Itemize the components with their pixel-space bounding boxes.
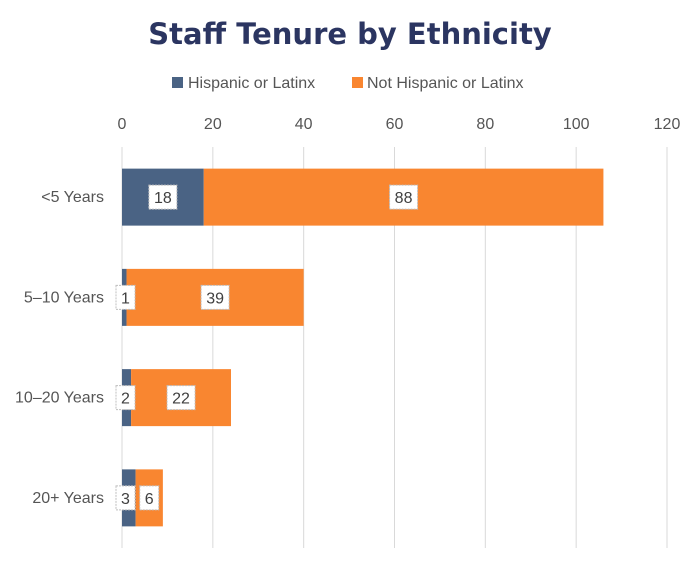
data-label-box bbox=[148, 184, 178, 210]
data-label-text: 2 bbox=[121, 391, 130, 408]
x-tick-label: 80 bbox=[476, 116, 494, 133]
x-tick-label: 100 bbox=[563, 116, 590, 133]
legend-label-not-hispanic: Not Hispanic or Latinx bbox=[367, 75, 524, 92]
data-label-not-hispanic-or-latinx-10-20-years: 22 bbox=[166, 385, 196, 411]
x-tick-label: 60 bbox=[386, 116, 404, 133]
data-label-text: 6 bbox=[145, 491, 154, 508]
legend-swatch-not-hispanic bbox=[352, 77, 363, 88]
category-label: 20+ Years bbox=[32, 490, 104, 507]
x-tick-label: 40 bbox=[295, 116, 313, 133]
x-tick-label: 120 bbox=[654, 116, 681, 133]
data-label-text: 22 bbox=[172, 391, 190, 408]
data-label-box bbox=[389, 184, 419, 210]
x-tick-label: 0 bbox=[118, 116, 127, 133]
x-axis-ticks: 0 20 40 60 80 100 120 bbox=[118, 116, 681, 133]
category-label: 5–10 Years bbox=[24, 289, 104, 306]
data-label-text: 3 bbox=[121, 491, 130, 508]
category-label: <5 Years bbox=[41, 189, 104, 206]
category-label: 10–20 Years bbox=[15, 390, 104, 407]
data-label-hispanic-or-latinx-5-10-years: 1 bbox=[115, 284, 136, 310]
data-label-text: 39 bbox=[206, 290, 224, 307]
category-labels: <5 Years 5–10 Years 10–20 Years 20+ Years bbox=[15, 189, 104, 507]
legend-swatch-hispanic bbox=[172, 77, 183, 88]
bars bbox=[122, 168, 604, 527]
data-label-not-hispanic-or-latinx-20-years: 6 bbox=[139, 485, 160, 511]
data-label-not-hispanic-or-latinx-5-10-years: 39 bbox=[200, 284, 230, 310]
chart-title: Staff Tenure by Ethnicity bbox=[148, 17, 552, 51]
data-label-not-hispanic-or-latinx-5-years: 88 bbox=[389, 184, 419, 210]
data-label-text: 1 bbox=[121, 290, 130, 307]
data-label-hispanic-or-latinx-20-years: 3 bbox=[115, 485, 136, 511]
x-tick-label: 20 bbox=[204, 116, 222, 133]
data-label-text: 88 bbox=[395, 190, 413, 207]
data-label-box bbox=[115, 284, 136, 310]
data-label-hispanic-or-latinx-10-20-years: 2 bbox=[115, 385, 136, 411]
data-labels: 18 881 392 223 6 bbox=[115, 184, 419, 511]
data-label-box bbox=[139, 485, 160, 511]
data-label-box bbox=[200, 284, 230, 310]
data-label-hispanic-or-latinx-5-years: 18 bbox=[148, 184, 178, 210]
data-label-box bbox=[115, 485, 136, 511]
data-label-text: 18 bbox=[154, 190, 172, 207]
legend-label-hispanic: Hispanic or Latinx bbox=[188, 75, 315, 92]
legend: Hispanic or Latinx Not Hispanic or Latin… bbox=[172, 75, 524, 92]
data-label-box bbox=[166, 385, 196, 411]
data-label-box bbox=[115, 385, 136, 411]
